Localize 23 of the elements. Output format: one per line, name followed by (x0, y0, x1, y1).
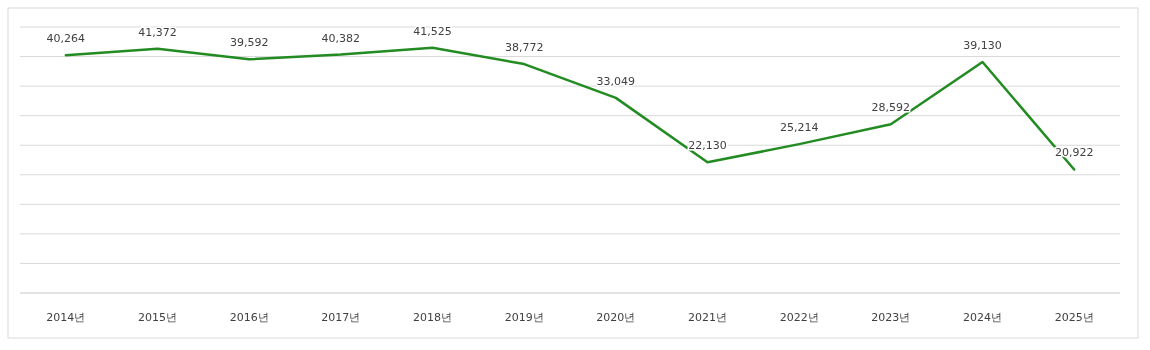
data-label: 39,130 (963, 39, 1002, 52)
x-tick: 2020년 (596, 311, 636, 324)
x-tick: 2014년 (46, 311, 86, 324)
data-label: 40,264 (46, 32, 86, 46)
data-label: 28,592 (871, 101, 911, 115)
data-label: 40,382 (321, 31, 361, 45)
x-tick: 2015년 (138, 311, 177, 324)
x-tick: 2022년 (779, 311, 819, 324)
x-tick: 2024년 (963, 311, 1002, 324)
x-tick: 2025년 (1054, 311, 1094, 324)
data-label: 41,372 (138, 25, 177, 39)
x-tick: 2023년 (871, 311, 911, 324)
x-tick: 2018년 (413, 311, 452, 324)
x-tick: 2021년 (688, 311, 727, 324)
x-tick: 2016년 (229, 311, 269, 324)
data-label: 25,214 (779, 121, 819, 135)
data-label: 39,592 (229, 36, 269, 50)
data-label: 22,130 (688, 139, 727, 153)
x-tick: 2017년 (321, 311, 361, 324)
data-label: 41,525 (413, 24, 452, 38)
data-label: 38,772 (504, 41, 544, 55)
data-label: 33,049 (596, 74, 636, 88)
x-tick: 2019년 (504, 311, 544, 324)
